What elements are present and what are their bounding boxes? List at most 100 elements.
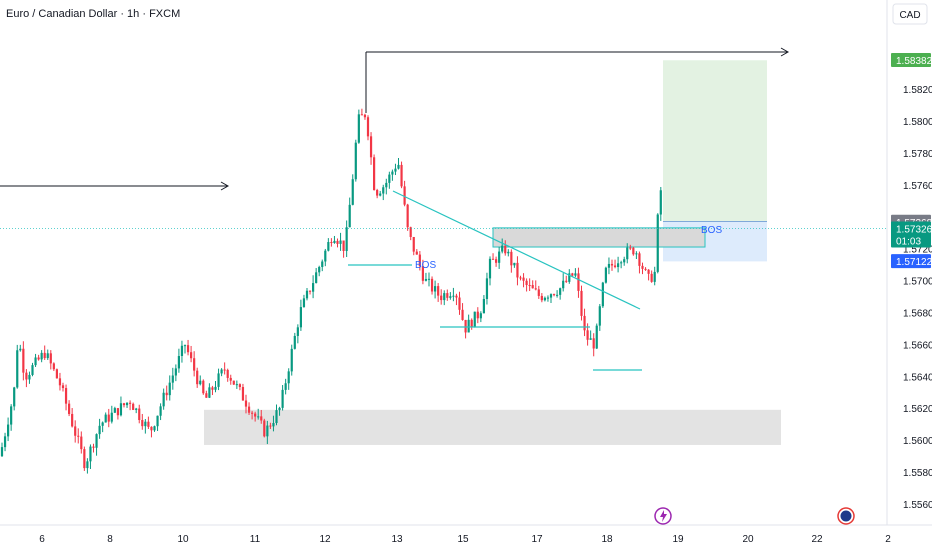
candle [61,382,65,392]
candle-body [290,348,293,372]
time-tick-label: 8 [107,534,113,545]
currency-button[interactable] [892,3,928,25]
candle-body [238,384,241,387]
zones-layer [204,60,781,445]
candle [504,240,507,256]
candle-body [424,278,428,281]
price-tick-label: 1.56400 [903,372,932,383]
candle [495,256,498,267]
candle [34,353,37,367]
candle [19,344,22,352]
time-tick-label: 22 [811,534,823,545]
price-tick-label: 1.58000 [903,117,932,128]
candle-body [345,227,348,252]
time-tick-label: 20 [742,534,754,545]
candle [205,390,208,398]
candle [186,339,190,356]
candle-body [540,295,543,301]
candle-body [275,410,278,424]
candle [449,292,452,300]
candle-body [232,380,235,385]
candle [22,341,25,381]
price-tick-label: 1.55800 [903,468,932,479]
candle-body [40,352,43,360]
time-axis[interactable]: 6 8 10 11 12 13 15 17 18 19 20 22 2 [39,534,891,545]
candle [531,280,534,289]
candle [254,411,257,422]
candle-body [369,136,373,158]
candle-body [92,446,95,448]
candle-body [159,406,162,416]
candle-body [446,293,449,298]
candle-body [629,247,632,249]
candle [52,362,55,372]
candle-body [574,273,577,276]
candle [345,220,348,257]
candle-body [183,345,187,347]
candle-body [31,365,34,375]
candle-body [412,236,415,252]
candle [360,108,363,116]
candle-body [58,378,62,386]
candle-body [22,348,25,373]
candle-body [363,114,367,118]
time-tick-label: 17 [531,534,543,545]
candle [3,432,7,452]
candle [89,444,92,469]
candle-body [223,369,226,371]
candle-body [507,251,510,254]
candle-body [437,286,440,296]
candle-body [55,369,58,379]
candle-body [607,263,611,268]
candle [369,132,373,165]
candle [528,278,531,292]
candle-body [455,295,458,298]
price-axis[interactable]: 1.58200 1.58000 1.57800 1.57600 1.57200 1.570… [903,85,932,511]
candle-body [357,114,360,143]
top-arrowhead [780,47,790,57]
candle [473,311,476,328]
candle [379,190,382,197]
candle-body [266,425,269,437]
bos-label-left: BOS [415,260,436,271]
time-tick-label: 11 [250,534,261,545]
lightning-icon[interactable] [654,507,672,525]
candle [324,248,327,267]
candle [68,400,71,417]
candle-body [571,273,574,276]
candle-body [101,422,104,426]
candle [525,278,528,292]
candle [482,295,485,314]
candle-body [171,375,174,383]
candle [95,433,98,456]
candle-body [247,406,251,413]
candle [247,402,251,415]
candle-body [391,171,394,175]
candle [40,350,43,363]
candle-body [653,271,656,282]
candle [607,257,611,275]
candle [363,113,367,120]
candle [647,269,650,281]
candle-body [440,295,443,301]
candle-body [83,449,86,469]
candle-body [482,298,485,314]
event-marker-icon[interactable] [837,507,855,525]
candle [238,383,241,391]
candle-body [153,426,156,431]
price-tick-label: 1.55600 [903,500,932,511]
candle [610,259,614,271]
candle [516,256,519,286]
candle-body [449,296,452,298]
candle [339,232,342,251]
candle-body [229,377,232,381]
candle [595,323,598,349]
candle [293,332,296,350]
candle-body [235,384,238,386]
candle-body [10,406,13,425]
candle-body [125,402,129,406]
candle [562,273,565,292]
